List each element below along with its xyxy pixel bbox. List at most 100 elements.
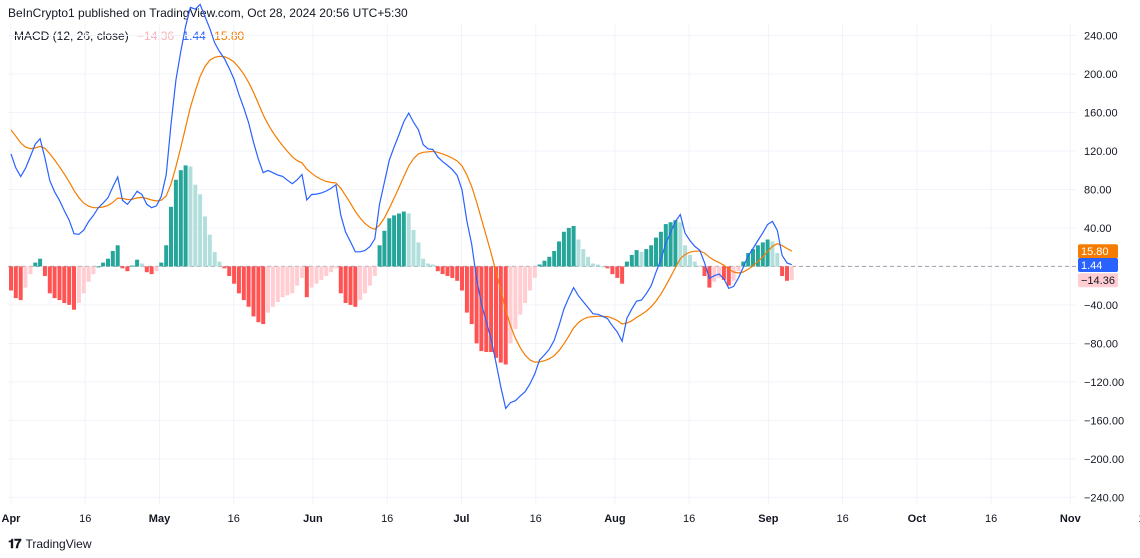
histogram-bar (683, 245, 688, 267)
svg-text:−14.36: −14.36 (1081, 275, 1115, 287)
histogram-bar (236, 266, 241, 294)
histogram-bar (717, 266, 722, 278)
histogram-bar (72, 266, 76, 310)
histogram-bar (658, 231, 663, 267)
histogram-bar (605, 266, 610, 269)
histogram-bar (576, 239, 581, 267)
histogram-bar (726, 266, 731, 286)
publisher-caption: BeInCrypto1 published on TradingView.com… (8, 6, 408, 20)
histogram-bar (479, 266, 484, 352)
histogram-bar (751, 249, 755, 267)
histogram-bar (164, 245, 169, 267)
histogram-bar (110, 251, 115, 267)
value-badges: 15.80 1.44 −14.36 (1078, 244, 1118, 288)
histogram-bar (668, 222, 673, 267)
histogram-bar (319, 266, 324, 280)
histogram-bar (300, 266, 304, 278)
histogram-bar (139, 263, 144, 267)
histogram-bar (620, 266, 625, 284)
histogram-bar (387, 218, 392, 267)
y-tick-label: −240.00 (1084, 492, 1124, 504)
histogram-bar (460, 266, 464, 291)
histogram-bar (571, 226, 576, 267)
histogram-bar (755, 245, 760, 267)
histogram-bar (765, 239, 770, 267)
histogram-bar (692, 261, 697, 267)
histogram-bar (76, 266, 81, 303)
x-tick-label: 16 (228, 513, 240, 525)
histogram-bar (270, 266, 275, 307)
histogram-bar (28, 266, 33, 275)
histogram-bar (33, 262, 38, 267)
histogram-bar (513, 266, 518, 329)
histogram-bar (324, 266, 329, 276)
histogram-bar (542, 260, 547, 267)
histogram-bar (474, 266, 479, 344)
histogram-bar (537, 264, 542, 267)
histogram-bar (333, 266, 338, 269)
svg-text:1.44: 1.44 (1081, 260, 1102, 272)
histogram-bar (135, 259, 140, 267)
histogram-bar (232, 266, 237, 284)
histogram-bar (464, 266, 469, 313)
histogram-bar (222, 266, 227, 269)
svg-text:15.80: 15.80 (1081, 246, 1109, 258)
histogram-bar (581, 249, 586, 267)
histogram-bar (552, 251, 557, 267)
histogram-bar (9, 266, 13, 291)
histogram-bar (450, 266, 455, 278)
x-tick-label: May (149, 513, 171, 525)
histogram-bar (532, 266, 537, 278)
histogram-bar (634, 250, 639, 267)
x-tick-label: Apr (2, 513, 22, 525)
histogram-bar (86, 266, 91, 282)
histogram-bar (639, 252, 644, 267)
tradingview-logo[interactable]: 𝟏𝟕 TradingView (8, 536, 92, 552)
y-tick-label: −200.00 (1084, 454, 1124, 466)
histogram-bar (52, 266, 57, 299)
y-tick-label: 80.00 (1084, 184, 1112, 196)
histogram-bar (115, 245, 120, 267)
histogram-bar (275, 266, 280, 302)
x-tick-label: 16 (530, 513, 542, 525)
histogram-bar (561, 231, 566, 267)
histogram-bar (484, 266, 489, 352)
histogram-bar (595, 264, 600, 267)
histogram-bar (547, 256, 552, 267)
histogram-bar (775, 253, 780, 267)
histogram-bar (106, 258, 110, 267)
histogram-bar (309, 266, 314, 288)
histogram-bar (149, 266, 154, 275)
histogram-bar (203, 216, 207, 267)
histogram-bar (736, 266, 741, 272)
histogram-bar (586, 256, 591, 267)
histogram-bar (125, 266, 130, 272)
histogram-bar (518, 266, 523, 315)
histogram-bar (780, 266, 785, 276)
tradingview-logo-icon: 𝟏𝟕 (8, 536, 22, 551)
histogram-bar (343, 266, 348, 303)
histogram-bar (81, 266, 86, 294)
histogram-bar (13, 266, 18, 299)
x-tick-label: Jul (453, 513, 469, 525)
histogram-bar (566, 227, 571, 267)
histogram-bar (261, 266, 266, 325)
histogram-bar (435, 266, 440, 272)
histogram-bar (445, 266, 450, 276)
histogram-bar (120, 266, 125, 269)
histogram-bar (377, 245, 382, 267)
histogram-bar (295, 266, 300, 286)
histogram-bar (785, 266, 789, 281)
x-tick-label: Nov (1060, 513, 1082, 525)
histogram-bar (367, 266, 372, 286)
histogram-bar (280, 266, 285, 298)
histogram-bar (591, 263, 595, 267)
histogram-bar (91, 266, 96, 275)
y-tick-label: 40.00 (1084, 223, 1112, 235)
macd-line (10, 3, 793, 410)
histogram-bar (144, 266, 149, 273)
histogram-bar (246, 266, 251, 307)
y-tick-label: −120.00 (1084, 377, 1124, 389)
histogram-bar (169, 206, 173, 267)
